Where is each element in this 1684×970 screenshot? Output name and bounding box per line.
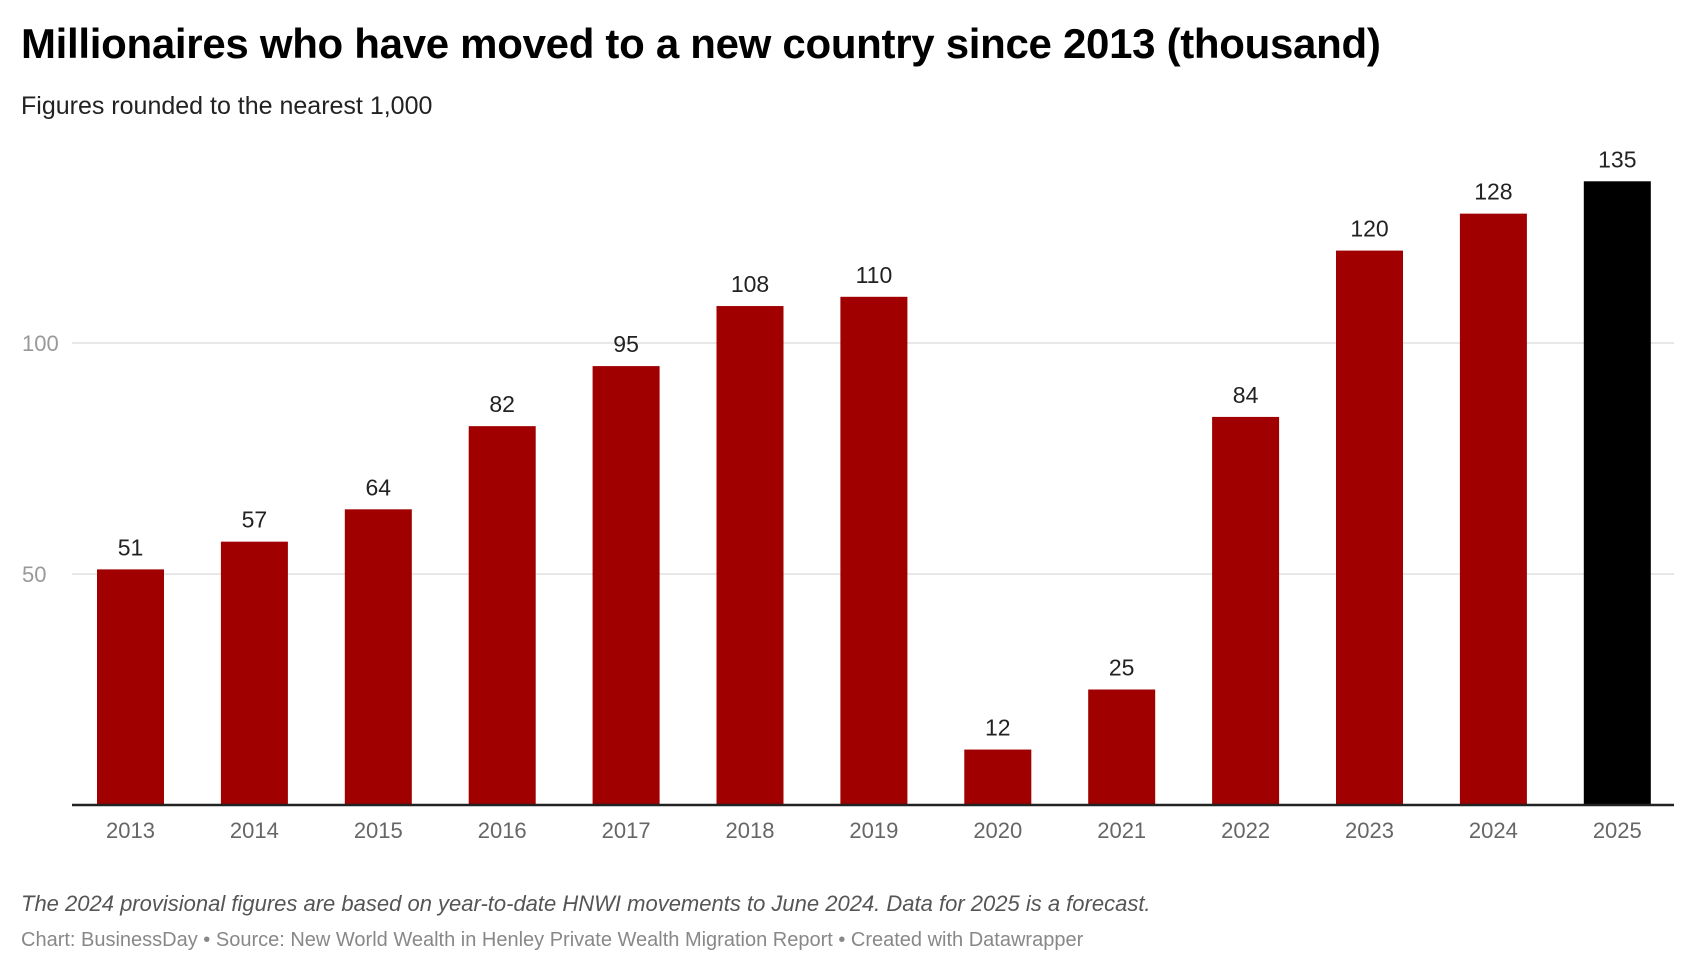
data-label: 82 <box>489 391 515 417</box>
bar-2024 <box>1459 213 1527 805</box>
bar-2022 <box>1212 416 1280 805</box>
x-tick-label: 2020 <box>973 818 1022 843</box>
bar-2014 <box>220 541 288 805</box>
x-tick-label: 2019 <box>849 818 898 843</box>
data-label: 128 <box>1474 179 1512 205</box>
bar-2017 <box>592 366 660 805</box>
bar-2015 <box>344 509 412 805</box>
x-tick-label: 2018 <box>726 818 775 843</box>
x-tick-label: 2023 <box>1345 818 1394 843</box>
data-label: 51 <box>118 534 144 560</box>
x-tick-label: 2015 <box>354 818 403 843</box>
data-label: 57 <box>242 507 268 533</box>
bar-2018 <box>716 306 784 805</box>
bar-chart: 50 100 51 2013 57 2014 64 2015 82 2016 95 2017 108 20… <box>22 146 1674 843</box>
bar-2021 <box>1088 689 1156 805</box>
x-tick-label: 2021 <box>1097 818 1146 843</box>
data-label: 25 <box>1109 655 1135 681</box>
x-tick-label: 2025 <box>1593 818 1642 843</box>
chart-note: The 2024 provisional figures are based o… <box>21 891 1151 916</box>
y-tick-label: 50 <box>22 562 46 587</box>
x-tick-label: 2016 <box>478 818 527 843</box>
bar-2023 <box>1336 250 1403 806</box>
y-tick-label: 100 <box>22 331 59 356</box>
bar-2025 <box>1583 181 1651 806</box>
data-label: 108 <box>731 271 769 297</box>
data-label: 95 <box>613 331 639 357</box>
chart-title: Millionaires who have moved to a new cou… <box>21 20 1381 67</box>
data-label: 12 <box>985 715 1011 741</box>
x-tick-label: 2022 <box>1221 818 1270 843</box>
x-tick-label: 2014 <box>230 818 279 843</box>
bar-2019 <box>840 296 908 805</box>
chart-credit: Chart: BusinessDay • Source: New World W… <box>21 929 1084 951</box>
x-tick-label: 2013 <box>106 818 155 843</box>
x-tick-label: 2017 <box>602 818 651 843</box>
bar-2016 <box>468 426 536 805</box>
data-label: 84 <box>1233 382 1259 408</box>
data-label: 135 <box>1598 146 1636 172</box>
x-tick-label: 2024 <box>1469 818 1518 843</box>
data-label: 64 <box>366 474 392 500</box>
data-label: 120 <box>1350 216 1388 242</box>
chart-subtitle: Figures rounded to the nearest 1,000 <box>21 92 433 120</box>
bar-2013 <box>97 569 164 805</box>
data-label: 110 <box>856 262 893 288</box>
bar-2020 <box>964 749 1032 805</box>
